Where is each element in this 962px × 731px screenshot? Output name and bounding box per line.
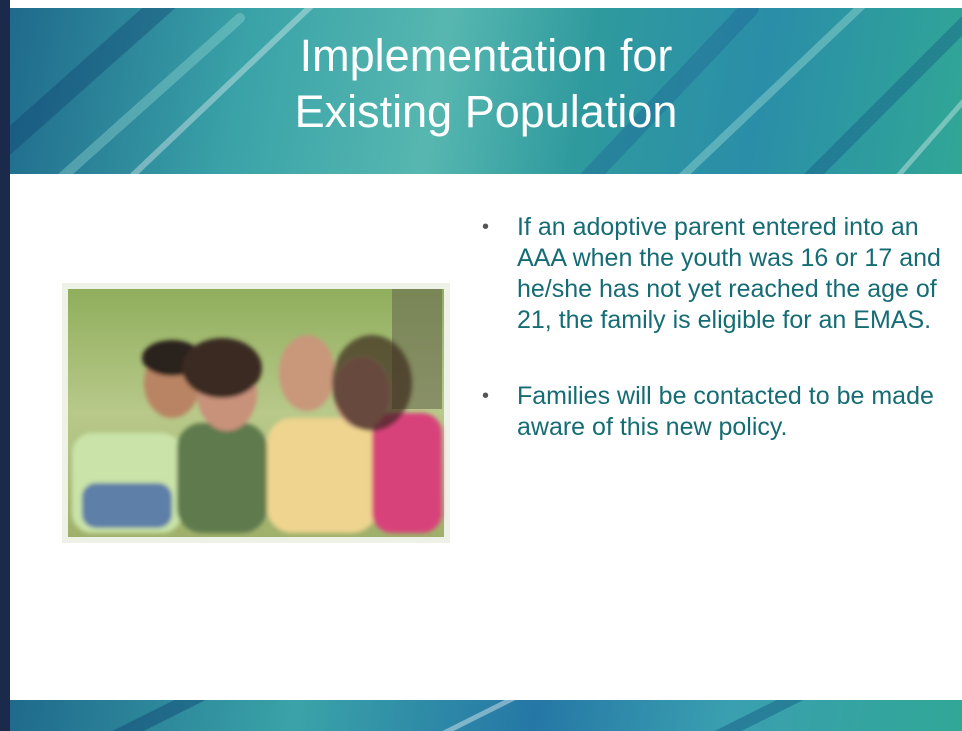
bullet-item: •If an adoptive parent entered into an A… <box>482 212 942 336</box>
family-photo <box>62 283 450 543</box>
frame <box>0 0 10 731</box>
frame <box>0 0 962 8</box>
title-line: Implementation for <box>10 28 962 84</box>
bullet-text: If an adoptive parent entered into an AA… <box>517 213 941 334</box>
footer-texture <box>10 700 962 731</box>
footer-banner <box>10 700 962 731</box>
bullet-text: Families will be contacted to be made aw… <box>517 382 934 441</box>
bullet-list: •If an adoptive parent entered into an A… <box>482 212 942 488</box>
slide-title: Implementation for Existing Population <box>10 28 962 140</box>
slide: Implementation for Existing Population <box>0 0 962 731</box>
title-line: Existing Population <box>10 84 962 140</box>
bullet-item: •Families will be contacted to be made a… <box>482 381 942 443</box>
